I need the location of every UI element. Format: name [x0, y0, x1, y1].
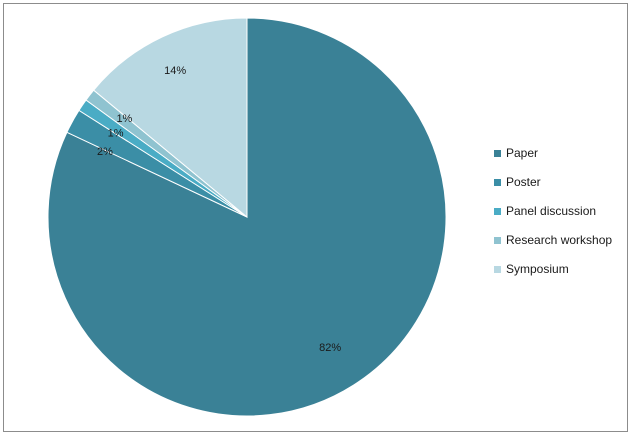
legend-item-panel-discussion: Panel discussion: [494, 204, 612, 233]
legend-swatch: [494, 266, 501, 273]
slice-label-poster: 2%: [97, 146, 113, 158]
legend-item-research-workshop: Research workshop: [494, 233, 612, 262]
legend-label: Symposium: [506, 262, 569, 276]
legend-swatch: [494, 237, 501, 244]
legend-item-paper: Paper: [494, 146, 612, 175]
legend-label: Paper: [506, 146, 539, 160]
legend-item-poster: Poster: [494, 175, 612, 204]
chart-legend: Paper Poster Panel discussion Research work…: [494, 146, 612, 291]
legend-item-symposium: Symposium: [494, 262, 612, 291]
legend-swatch: [494, 208, 501, 215]
slice-label-paper: 82%: [319, 342, 341, 354]
legend-label: Poster: [506, 175, 541, 189]
legend-label: Research workshop: [506, 233, 613, 247]
legend-swatch: [494, 150, 501, 157]
slice-label-panel-discussion: 1%: [108, 128, 124, 140]
pie-slices: [47, 17, 447, 417]
pie-slice-labels: 82% 2% 1% 1% 14%: [97, 65, 341, 354]
legend-label: Panel discussion: [506, 204, 597, 218]
legend-swatch: [494, 179, 501, 186]
pie-slice-symposium: [92, 17, 248, 219]
slice-label-research-workshop: 1%: [116, 113, 132, 125]
slice-label-symposium: 14%: [164, 65, 186, 77]
